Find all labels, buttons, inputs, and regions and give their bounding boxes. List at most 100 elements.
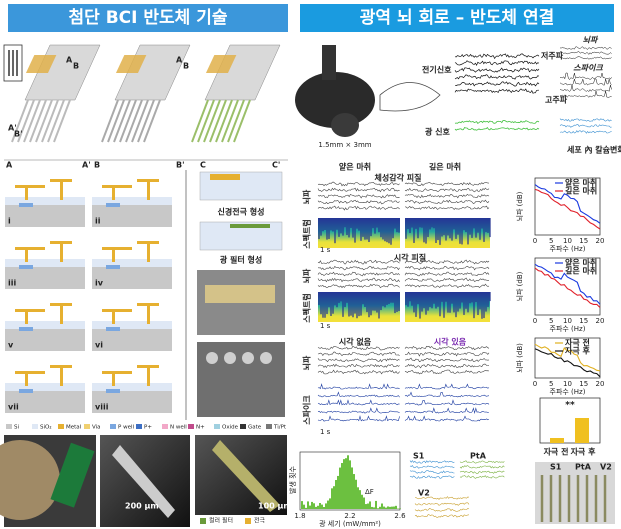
label: 광 신호	[425, 127, 451, 137]
hist-bar	[309, 505, 311, 509]
label: N well	[170, 425, 187, 431]
via	[25, 188, 28, 200]
metal	[15, 371, 45, 374]
oxide	[5, 259, 85, 267]
label: 10	[563, 237, 572, 245]
oxide	[5, 321, 85, 329]
si	[92, 267, 172, 289]
label: PtA	[575, 463, 592, 472]
hist-bar	[301, 501, 303, 509]
spectrogram-col	[421, 292, 423, 312]
trace	[317, 187, 400, 193]
via	[112, 374, 115, 386]
spectrogram-col	[332, 218, 334, 232]
spectrogram-col	[455, 218, 457, 239]
trace	[404, 345, 490, 351]
si	[92, 205, 172, 227]
hist-bar	[355, 479, 357, 509]
si	[92, 391, 172, 413]
spectrogram-col	[350, 218, 352, 228]
label: SiO₂	[40, 425, 52, 431]
spectrogram-col	[461, 218, 463, 245]
trace	[559, 118, 612, 122]
spectrogram-col	[431, 218, 433, 228]
label: Ti/Pt	[273, 425, 287, 431]
spectrogram-col	[485, 218, 487, 233]
spectrogram-col	[378, 292, 380, 319]
spectrogram-col	[411, 292, 413, 306]
trace	[404, 369, 490, 375]
hist-bar	[321, 504, 323, 509]
label: 5	[549, 317, 553, 325]
label: 20	[596, 317, 605, 325]
oxide	[92, 197, 172, 205]
label: 깊은 마취	[565, 266, 597, 276]
spectrogram-col	[336, 292, 338, 308]
spectrogram-col	[483, 292, 485, 319]
label: 저주파	[541, 51, 564, 61]
spectrogram-col	[423, 218, 425, 243]
label: PtA	[470, 452, 487, 461]
spectrogram-col	[409, 218, 411, 234]
spectrogram-col	[405, 292, 407, 306]
si	[5, 329, 85, 351]
spectrogram-col	[318, 218, 320, 240]
label: Metal	[66, 425, 82, 431]
spectrogram-col	[362, 292, 364, 305]
spectrogram-col	[372, 292, 374, 311]
trace	[404, 407, 490, 414]
label: 15	[579, 317, 588, 325]
chip-pad	[205, 55, 237, 73]
trace	[459, 460, 505, 464]
hist-bar	[357, 487, 359, 509]
well	[19, 265, 33, 269]
spectrogram-col	[394, 292, 396, 314]
spectrogram-col	[320, 218, 322, 236]
via	[60, 244, 63, 262]
spectrogram-col	[360, 218, 362, 241]
spectrogram-col	[461, 292, 463, 303]
trace	[559, 56, 612, 60]
si	[5, 267, 85, 289]
spectrogram-col	[423, 292, 425, 309]
hist-bar	[347, 455, 349, 509]
label: 광 필터 형성	[220, 255, 262, 265]
label: 2.6	[394, 512, 406, 520]
shank	[131, 99, 149, 143]
spectrogram-col	[429, 218, 431, 230]
trace	[317, 181, 400, 187]
trace	[404, 193, 490, 199]
label: B'	[14, 130, 23, 139]
spectrogram-col	[362, 218, 364, 237]
trace	[317, 407, 400, 414]
trace	[454, 126, 540, 131]
label: 5	[549, 237, 553, 245]
label: ii	[95, 217, 101, 226]
spectrogram-col	[487, 218, 489, 233]
hist-bar	[325, 503, 327, 509]
spectrogram-col	[433, 292, 435, 304]
trace	[317, 193, 400, 199]
trace	[317, 415, 400, 422]
spectrogram-col	[451, 218, 453, 241]
label: 5	[549, 380, 553, 388]
hist-bar	[335, 479, 337, 509]
shank	[53, 99, 71, 143]
hist-bar	[399, 508, 401, 509]
legend-swatch	[200, 518, 206, 524]
label: 뇌파	[302, 355, 312, 370]
hist-bar	[353, 474, 355, 509]
plot-frame	[539, 397, 601, 444]
hist-bar	[369, 501, 371, 509]
label: 1 s	[320, 246, 331, 254]
trace	[414, 508, 470, 512]
via	[112, 312, 115, 324]
spectrogram-col	[332, 292, 334, 314]
plot-frame	[534, 337, 601, 379]
shank	[125, 99, 143, 143]
spectrogram-col	[386, 292, 388, 305]
spectrogram-col	[388, 218, 390, 244]
spectrogram-col	[334, 292, 336, 306]
hist-bar	[317, 505, 319, 509]
via	[147, 368, 150, 386]
